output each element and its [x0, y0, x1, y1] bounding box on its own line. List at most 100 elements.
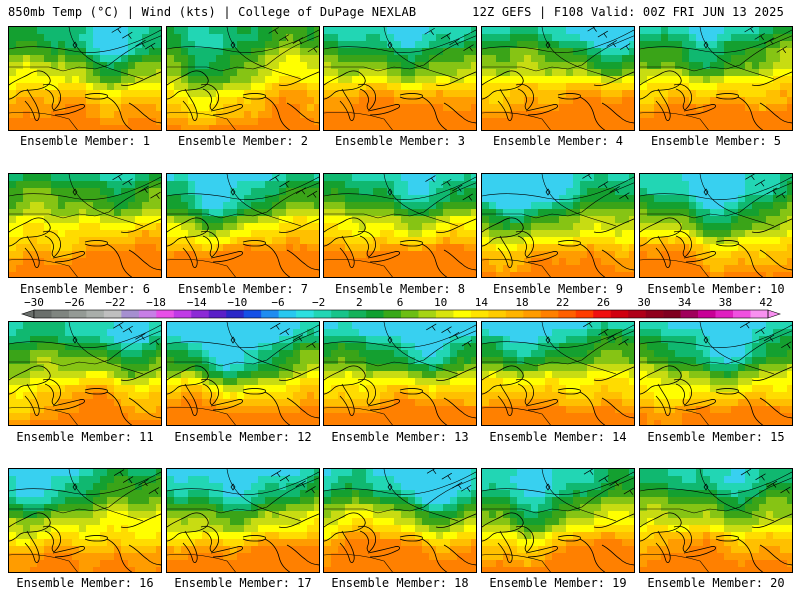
ensemble-member-label: Ensemble Member: 9	[492, 282, 624, 296]
figure-header: 850mb Temp (°C) | Wind (kts) | College o…	[0, 0, 800, 24]
temperature-wind-map	[324, 27, 476, 130]
colorbar-swatch	[366, 310, 384, 318]
ensemble-member-map	[8, 173, 162, 278]
colorbar-tick-label: 2	[356, 296, 363, 309]
ensemble-member-label: Ensemble Member: 2	[177, 134, 309, 148]
ensemble-member-map	[166, 173, 320, 278]
colorbar-swatch	[593, 310, 612, 318]
ensemble-member-label: Ensemble Member: 3	[334, 134, 466, 148]
ensemble-member-map	[166, 321, 320, 426]
colorbar-swatch	[191, 310, 210, 318]
ensemble-member-map	[323, 321, 477, 426]
ensemble-member-label: Ensemble Member: 6	[19, 282, 151, 296]
temperature-wind-map	[167, 322, 319, 425]
temperature-wind-map	[482, 322, 634, 425]
colorbar-swatch	[348, 310, 367, 318]
colorbar-swatch	[156, 310, 175, 318]
ensemble-member-map	[8, 468, 162, 573]
temperature-wind-map	[167, 27, 319, 130]
run-valid-time: 12Z GEFS | F108 Valid: 00Z FRI JUN 13 20…	[472, 5, 784, 19]
colorbar-swatch	[208, 310, 227, 318]
temperature-wind-map	[640, 322, 792, 425]
ensemble-member-map	[639, 321, 793, 426]
colorbar-swatch	[296, 310, 314, 318]
ensemble-member-label: Ensemble Member: 10	[647, 282, 785, 296]
temperature-wind-map	[324, 322, 476, 425]
colorbar-tick-label: 6	[396, 296, 404, 309]
ensemble-member-label: Ensemble Member: 11	[16, 430, 154, 444]
colorbar-swatch	[698, 310, 716, 318]
temperature-colorbar: −30 −26 −22 −18 −14 −10 −6 −2 2 6 10 14 18 22 26 30 34 38…	[0, 296, 800, 322]
ensemble-member-label: Ensemble Member: 19	[489, 576, 627, 590]
temperature-wind-map	[167, 174, 319, 277]
ensemble-member-label: Ensemble Member: 7	[177, 282, 309, 296]
colorbar-swatch	[34, 310, 52, 318]
ensemble-member-label: Ensemble Member: 14	[489, 430, 627, 444]
colorbar-swatch	[715, 310, 734, 318]
ensemble-member-map	[639, 468, 793, 573]
temperature-wind-map	[167, 469, 319, 572]
ensemble-member-label: Ensemble Member: 1	[19, 134, 151, 148]
ensemble-member-label: Ensemble Member: 20	[647, 576, 785, 590]
ensemble-member-label: Ensemble Member: 13	[331, 430, 469, 444]
colorbar-swatch	[278, 310, 297, 318]
colorbar-tick-label: −26	[64, 296, 85, 309]
colorbar-tick-label: 42	[759, 296, 773, 309]
colorbar-swatch	[435, 310, 454, 318]
ensemble-member-label: Ensemble Member: 15	[647, 430, 785, 444]
colorbar-right-arrow	[767, 309, 781, 319]
ensemble-member-map	[481, 321, 635, 426]
ensemble-member-map	[166, 468, 320, 573]
colorbar-swatch	[383, 310, 402, 318]
colorbar-swatch	[51, 310, 70, 318]
colorbar-tick-label: 18	[515, 296, 529, 309]
temperature-wind-map	[9, 322, 161, 425]
colorbar-swatch	[645, 310, 664, 318]
colorbar-swatch	[86, 310, 105, 318]
colorbar-tick-label: 34	[678, 296, 692, 309]
temperature-wind-map	[482, 174, 634, 277]
colorbar-swatch	[121, 310, 140, 318]
colorbar-swatch	[331, 310, 349, 318]
colorbar-tick-label: −18	[146, 296, 166, 309]
ensemble-member-label: Ensemble Member: 5	[650, 134, 782, 148]
colorbar-swatch	[610, 310, 629, 318]
ensemble-member-label: Ensemble Member: 12	[174, 430, 312, 444]
temperature-wind-map	[640, 174, 792, 277]
colorbar-swatch	[470, 310, 489, 318]
temperature-wind-map	[640, 27, 792, 130]
ensemble-member-map	[481, 468, 635, 573]
colorbar-tick-label: −10	[227, 296, 248, 309]
colorbar-tick-label: 30	[637, 296, 651, 309]
temperature-wind-map	[640, 469, 792, 572]
colorbar-swatch	[488, 310, 507, 318]
temperature-wind-map	[482, 469, 634, 572]
colorbar-left-arrow	[21, 309, 35, 319]
colorbar-strip	[21, 309, 781, 319]
colorbar-swatch	[575, 310, 594, 318]
ensemble-member-label: Ensemble Member: 17	[174, 576, 312, 590]
ensemble-member-map	[8, 321, 162, 426]
colorbar-swatch	[103, 310, 122, 318]
colorbar-tick-label: 26	[596, 296, 610, 309]
colorbar-swatch	[558, 310, 577, 318]
colorbar-swatch	[680, 310, 699, 318]
temperature-wind-map	[9, 174, 161, 277]
ensemble-member-label: Ensemble Member: 8	[334, 282, 466, 296]
colorbar-swatch	[173, 310, 192, 318]
colorbar-swatch	[243, 310, 262, 318]
colorbar-tick-label: 14	[474, 296, 488, 309]
colorbar-outline	[33, 309, 769, 319]
colorbar-tick-label: 10	[434, 296, 448, 309]
colorbar-swatch	[505, 310, 524, 318]
ensemble-member-map	[323, 468, 477, 573]
ensemble-member-map	[481, 173, 635, 278]
ensemble-member-label: Ensemble Member: 4	[492, 134, 624, 148]
ensemble-member-map	[323, 173, 477, 278]
ensemble-member-label: Ensemble Member: 18	[331, 576, 469, 590]
colorbar-tick-label: −30	[24, 296, 44, 309]
colorbar-swatch	[401, 310, 419, 318]
colorbar-swatch	[540, 310, 559, 318]
colorbar-swatch	[628, 310, 646, 318]
temperature-wind-map	[482, 27, 634, 130]
